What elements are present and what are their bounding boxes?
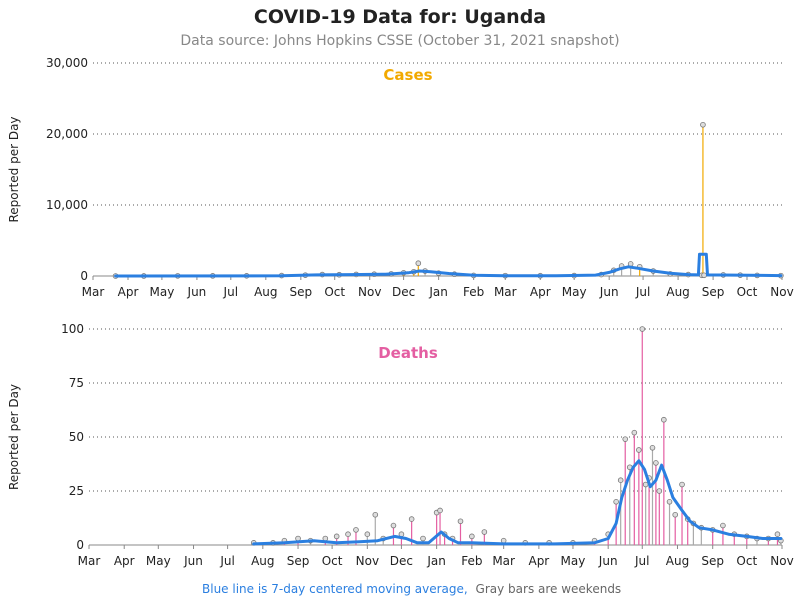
x-tick-label: Aug (666, 554, 689, 568)
y-tick-label: 10,000 (46, 198, 88, 212)
deaths-point (666, 498, 673, 505)
deaths-point (679, 481, 685, 488)
x-tick-label: Feb (461, 554, 482, 568)
deaths-point (420, 535, 426, 542)
deaths-average-line (252, 459, 783, 546)
panel-title: Cases (383, 66, 432, 84)
x-tick-label: Dec (390, 554, 413, 568)
x-tick-label: Sep (701, 554, 724, 568)
x-tick-label: Aug (254, 285, 277, 299)
x-tick-label: Sep (290, 285, 313, 299)
y-tick-label: 20,000 (46, 127, 88, 141)
x-tick-label: Apr (114, 554, 135, 568)
footer-weekend-note: Gray bars are weekends (476, 582, 622, 596)
x-tick-label: Mar (78, 554, 101, 568)
x-tick-label: Aug (666, 285, 689, 299)
x-tick-label: Nov (356, 554, 379, 568)
deaths-point (656, 488, 663, 494)
x-tick-label: Sep (287, 554, 310, 568)
deaths-point (672, 511, 679, 518)
x-tick-label: Sep (702, 285, 725, 299)
x-tick-label: Apr (118, 285, 139, 299)
deaths-point (649, 444, 656, 451)
x-tick-label: Jan (428, 285, 448, 299)
x-tick-label: Jan (426, 554, 446, 568)
footer-note: Blue line is 7-day centered moving avera… (202, 582, 621, 596)
deaths-point (622, 436, 629, 442)
x-tick-label: Jul (223, 285, 238, 299)
y-tick-label: 50 (69, 430, 84, 444)
x-tick-label: Oct (324, 285, 345, 299)
y-tick-label: 30,000 (46, 56, 88, 70)
x-tick-label: Nov (770, 285, 793, 299)
deaths-point (469, 533, 475, 540)
x-tick-label: Jul (219, 554, 234, 568)
footer-average-note: Blue line is 7-day centered moving avera… (202, 582, 468, 596)
x-tick-label: Jun (599, 285, 619, 299)
deaths-point (481, 529, 488, 535)
x-tick-label: Apr (528, 554, 549, 568)
deaths-point (437, 507, 443, 514)
deaths-point (720, 522, 726, 529)
x-tick-label: Oct (737, 285, 758, 299)
x-tick-label: May (562, 285, 587, 299)
deaths-point (653, 460, 659, 466)
x-tick-label: Oct (322, 554, 343, 568)
deaths-point (631, 429, 638, 436)
deaths-point (613, 498, 619, 505)
y-tick-label: 25 (69, 484, 84, 498)
deaths-point (639, 326, 646, 332)
deaths-point (345, 531, 351, 537)
x-tick-label: Nov (770, 554, 793, 568)
deaths-point (617, 477, 624, 484)
x-tick-label: Jun (598, 554, 618, 568)
cases-point (700, 121, 706, 128)
deaths-panel: 0 25 50 75 100 Mar Apr May Jun Jul Aug Sep Oct Nov Dec… (7, 322, 794, 568)
x-tick-label: May (146, 554, 171, 568)
deaths-point (636, 447, 642, 453)
deaths-point (774, 531, 781, 537)
x-tick-label: Mar (82, 285, 105, 299)
x-tick-label: Nov (358, 285, 381, 299)
y-tick-label: 0 (80, 269, 88, 283)
deaths-point (364, 531, 371, 537)
x-tick-label: Dec (392, 285, 415, 299)
x-tick-label: Feb (463, 285, 484, 299)
chart-subtitle: Data source: Johns Hopkins CSSE (October… (180, 33, 619, 49)
deaths-point (295, 535, 301, 542)
deaths-point (661, 416, 667, 423)
cases-point (701, 272, 707, 279)
panel-title: Deaths (378, 344, 438, 362)
x-tick-label: May (561, 554, 586, 568)
deaths-point (408, 516, 415, 522)
cases-panel: 0 10,000 20,000 30,000 Mar Apr May Jun Jul Aug Sep… (7, 56, 794, 299)
y-tick-label: 0 (76, 538, 84, 552)
deaths-point (390, 522, 397, 529)
deaths-point (457, 518, 464, 525)
x-tick-label: Mar (492, 554, 515, 568)
x-tick-label: Oct (736, 554, 757, 568)
y-tick-label: 75 (69, 376, 84, 390)
y-axis-title: Reported per Day (7, 116, 21, 222)
x-tick-label: Jun (187, 285, 207, 299)
deaths-point (372, 511, 379, 518)
x-tick-label: Jul (634, 554, 649, 568)
y-axis-title: Reported per Day (7, 384, 21, 490)
x-tick-label: Mar (494, 285, 517, 299)
x-tick-label: May (149, 285, 174, 299)
cases-average-line (114, 252, 783, 278)
deaths-point (333, 533, 340, 540)
x-tick-label: Jun (183, 554, 203, 568)
deaths-point (353, 527, 359, 533)
cases-point (415, 260, 422, 267)
y-tick-label: 100 (61, 322, 84, 336)
chart-title: COVID-19 Data for: Uganda (254, 6, 546, 28)
x-tick-label: Aug (251, 554, 274, 568)
x-tick-label: Apr (530, 285, 551, 299)
x-tick-label: Jul (635, 285, 650, 299)
